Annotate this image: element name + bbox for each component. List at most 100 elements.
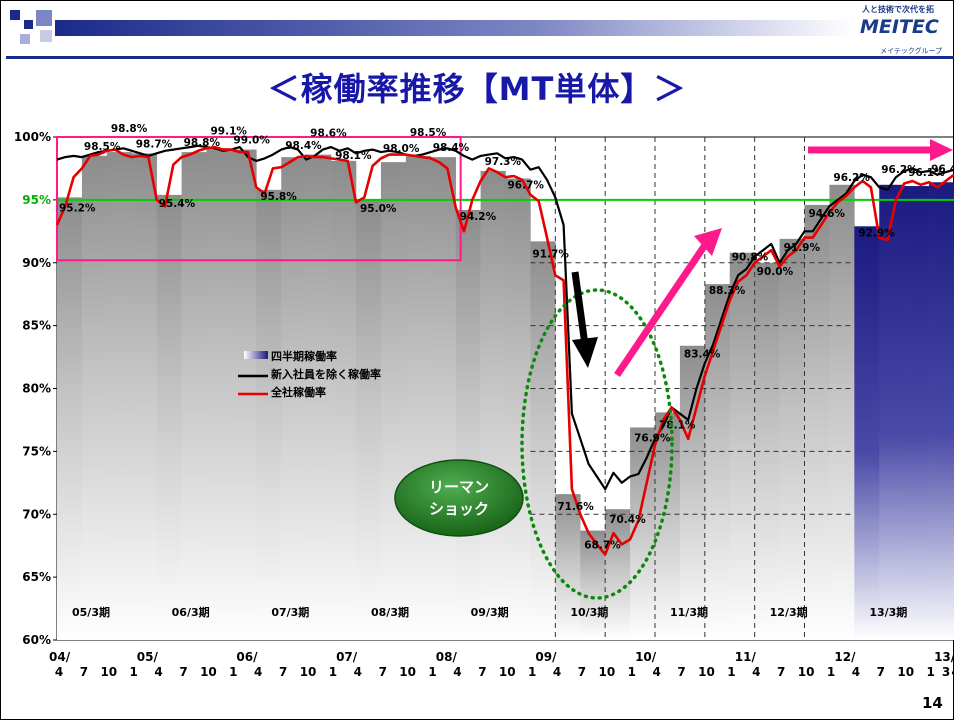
x-month-label: 7 <box>279 665 287 679</box>
bar-q14 <box>405 155 432 641</box>
bar-q19 <box>530 241 556 640</box>
y-tick-label: 90% <box>22 256 51 270</box>
bar-q22 <box>605 509 631 640</box>
x-year-label: 08/ <box>436 650 458 664</box>
bar-q30 <box>804 204 830 640</box>
header-decoration <box>6 10 954 59</box>
x-month-label: 4 <box>951 665 954 679</box>
bar-value-label: 99.0% <box>233 135 270 147</box>
bar-q3 <box>131 153 157 640</box>
bar-value-label: 98.8% <box>111 123 148 135</box>
bar-q12 <box>356 199 382 640</box>
x-month-label: 7 <box>677 665 685 679</box>
bar-value-label: 96.2% <box>833 172 870 184</box>
legend-label: 新入社員を除く稼働率 <box>271 367 381 381</box>
x-month-label: 1 <box>329 665 337 679</box>
x-month-label: 1 <box>727 665 735 679</box>
x-month-label: 4 <box>354 665 362 679</box>
logo-tagline: 人と技術で次代を拓 <box>862 5 934 14</box>
bar-value-label: 95.0% <box>360 203 397 215</box>
fiscal-period-label: 06/3期 <box>172 605 210 619</box>
x-year-label: 07/ <box>336 650 358 664</box>
bar-q20 <box>555 494 581 640</box>
highlight-box <box>56 136 462 262</box>
x-month-label: 4 <box>553 665 561 679</box>
x-month-label: 10 <box>499 665 516 679</box>
bar-q9 <box>281 157 307 640</box>
bar-value-label: 92.9% <box>858 227 895 239</box>
bar-value-label: 76.9% <box>634 432 671 444</box>
bar-value-label: 97.3% <box>485 156 522 168</box>
x-month-label: 3 <box>942 665 950 679</box>
bar-value-label: 68.7% <box>584 540 621 552</box>
y-tick-label: 70% <box>22 507 51 521</box>
bar-value-label: 70.4% <box>609 514 646 526</box>
bar-value-label: 95.4% <box>159 198 196 210</box>
x-month-label: 7 <box>578 665 586 679</box>
x-year-label: 13/ <box>934 650 954 664</box>
bar-q31 <box>829 184 855 640</box>
x-year-label: 05/ <box>137 650 159 664</box>
x-month-label: 7 <box>478 665 486 679</box>
bar-value-label: 88.3% <box>709 285 746 297</box>
recovery-arrow-head <box>694 228 722 256</box>
bar-value-label: 90.0% <box>757 266 794 278</box>
bar-value-label: 99.1% <box>211 125 248 137</box>
x-month-label: 4 <box>55 665 63 679</box>
bar-value-label: 96.2% <box>881 164 918 176</box>
down-arrow-shaft <box>571 271 589 346</box>
x-month-label: 4 <box>154 665 162 679</box>
x-year-label: 11/ <box>735 650 757 664</box>
bar-q18 <box>505 178 531 640</box>
bar-value-label: 95.8% <box>260 191 297 203</box>
x-month-label: 10 <box>698 665 715 679</box>
legend-swatch-bar <box>244 351 268 359</box>
fiscal-period-label: 12/3期 <box>770 605 808 619</box>
x-month-label: 4 <box>453 665 461 679</box>
bar-value-label: 78.1% <box>659 419 696 431</box>
bar-q32 <box>854 226 880 640</box>
bar-q10 <box>306 154 332 641</box>
x-month-label: 4 <box>653 665 661 679</box>
x-month-label: 10 <box>798 665 815 679</box>
bar-value-label: 98.6% <box>310 128 347 140</box>
x-month-label: 10 <box>599 665 616 679</box>
x-year-label: 10/ <box>635 650 657 664</box>
bar-q26 <box>704 284 731 640</box>
x-month-label: 10 <box>100 665 117 679</box>
x-month-label: 7 <box>379 665 387 679</box>
fiscal-period-label: 10/3期 <box>570 605 608 619</box>
series-company-wide-line <box>55 145 954 556</box>
x-month-label: 1 <box>229 665 237 679</box>
company-logo: MEITEC <box>860 16 939 38</box>
fiscal-period-label: 13/3期 <box>869 605 907 619</box>
legend-label: 四半期稼働率 <box>271 349 337 363</box>
bar-value-label: 96.4% <box>931 163 954 175</box>
lehman-badge <box>394 459 524 537</box>
bar-value-label: 98.5% <box>410 127 447 139</box>
plot-area: 60% 65% 70% 75% 80% 85% 90% 95% 100% 95.2% 98.5% 98… <box>14 123 954 679</box>
x-month-label: 10 <box>897 665 914 679</box>
bar-value-label: 98.1% <box>335 150 372 162</box>
x-year-label: 04/ <box>49 650 71 664</box>
fiscal-period-label: 09/3期 <box>471 605 509 619</box>
y-tick-label: 85% <box>22 319 51 333</box>
bar-value-label: 96.7% <box>508 179 545 191</box>
bar-q11 <box>331 160 357 640</box>
x-month-label: 1 <box>628 665 636 679</box>
y-tick-label: 75% <box>22 444 51 458</box>
bar-value-label: 98.7% <box>136 138 173 150</box>
x-month-label: 7 <box>877 665 885 679</box>
fiscal-period-label: 11/3期 <box>670 605 708 619</box>
bar-q13 <box>380 162 407 640</box>
bar-value-label: 94.2% <box>460 211 497 223</box>
y-tick-label: 60% <box>22 633 51 647</box>
x-month-label: 10 <box>300 665 317 679</box>
bar-q0 <box>57 197 83 641</box>
x-month-label: 1 <box>827 665 835 679</box>
x-month-label: 10 <box>200 665 217 679</box>
bar-q15 <box>430 157 456 640</box>
bar-q8 <box>256 189 282 640</box>
page-title: ＜稼働率推移【MT単体】＞ <box>267 70 687 108</box>
bar-value-label: 96.1% <box>908 167 945 179</box>
